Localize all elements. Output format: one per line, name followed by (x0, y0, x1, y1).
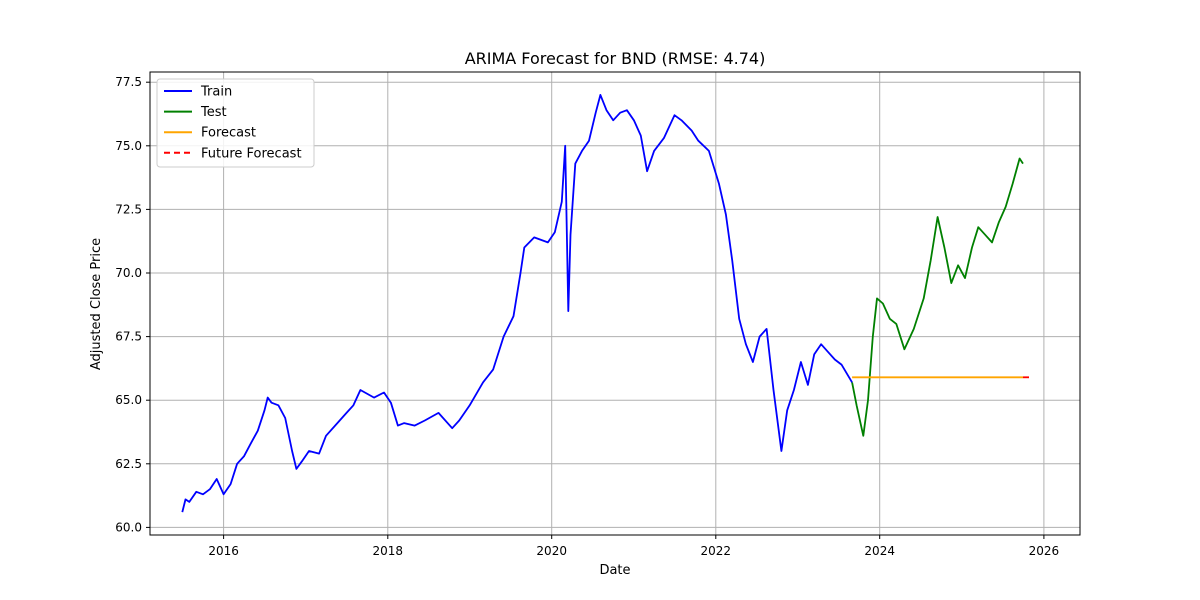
y-tick-label: 77.5 (115, 75, 142, 89)
chart-title: ARIMA Forecast for BND (RMSE: 4.74) (465, 49, 766, 68)
legend-label: Train (200, 85, 232, 100)
series-line-test (851, 157, 1024, 437)
x-axis: 2016 2018 2020 2022 2024 2026 (208, 535, 1059, 558)
legend-label: Future Forecast (201, 146, 302, 161)
plot-frame (149, 71, 1081, 536)
legend-box (156, 78, 315, 168)
series-line-train (181, 94, 853, 513)
x-tick-label: 2016 (208, 544, 239, 558)
x-tick-label: 2022 (701, 544, 732, 558)
y-tick-label: 67.5 (115, 330, 142, 344)
series-lines (181, 94, 1033, 513)
y-tick-label: 75.0 (115, 139, 142, 153)
legend-entries: Train Test Forecast Future Forecast (164, 85, 302, 161)
x-tick-label: 2026 (1029, 544, 1060, 558)
y-axis: 60.0 62.5 65.0 67.5 70.0 72.5 75.0 77.5 (115, 75, 150, 534)
y-tick-label: 70.0 (115, 266, 142, 280)
y-tick-label: 62.5 (115, 457, 142, 471)
x-tick-label: 2020 (536, 544, 567, 558)
y-tick-label: 65.0 (115, 393, 142, 407)
x-tick-label: 2018 (373, 544, 404, 558)
x-axis-label: Date (599, 563, 630, 578)
y-axis-label: Adjusted Close Price (89, 238, 104, 370)
x-tick-label: 2024 (864, 544, 895, 558)
legend-label: Test (200, 105, 227, 120)
y-tick-label: 60.0 (115, 520, 142, 534)
y-tick-label: 72.5 (115, 202, 142, 216)
legend-label: Forecast (201, 126, 256, 141)
legend: Train Test Forecast Future Forecast (156, 78, 315, 168)
